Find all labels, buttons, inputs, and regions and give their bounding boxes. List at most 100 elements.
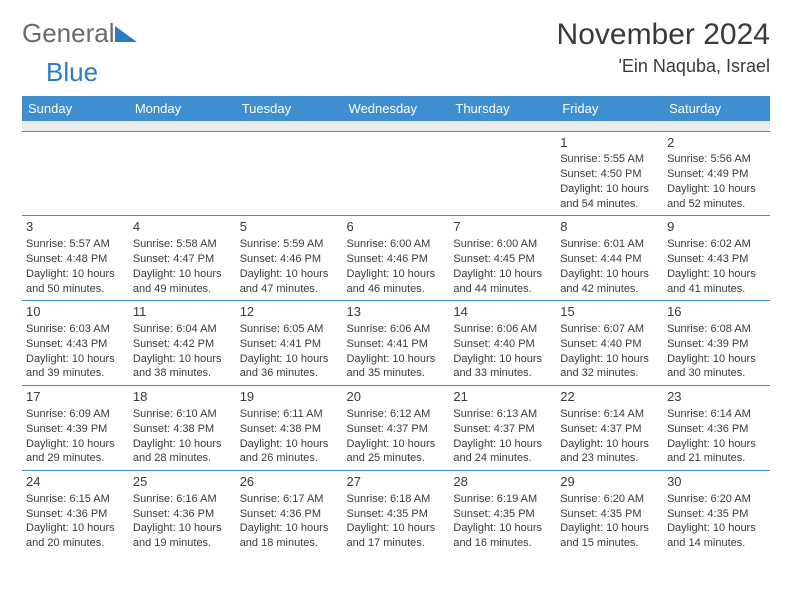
calendar-day-cell: 30Sunrise: 6:20 AMSunset: 4:35 PMDayligh… xyxy=(663,471,770,555)
calendar-empty-cell xyxy=(22,131,129,216)
day-number: 28 xyxy=(453,473,552,491)
sunrise-line: Sunrise: 5:58 AM xyxy=(133,237,232,252)
calendar-day-cell: 24Sunrise: 6:15 AMSunset: 4:36 PMDayligh… xyxy=(22,471,129,555)
day-number: 8 xyxy=(560,218,659,236)
sunrise-line: Sunrise: 5:56 AM xyxy=(667,152,766,167)
day-details: Sunrise: 5:57 AMSunset: 4:48 PMDaylight:… xyxy=(26,237,125,296)
sunrise-line: Sunrise: 6:14 AM xyxy=(667,407,766,422)
day-details: Sunrise: 6:02 AMSunset: 4:43 PMDaylight:… xyxy=(667,237,766,296)
day-details: Sunrise: 6:14 AMSunset: 4:36 PMDaylight:… xyxy=(667,407,766,466)
calendar-page: General November 2024 'Ein Naquba, Israe… xyxy=(0,0,792,565)
sunrise-line: Sunrise: 6:07 AM xyxy=(560,322,659,337)
daylight-line: Daylight: 10 hours and 38 minutes. xyxy=(133,352,232,382)
daylight-line: Daylight: 10 hours and 19 minutes. xyxy=(133,521,232,551)
sunset-line: Sunset: 4:45 PM xyxy=(453,252,552,267)
day-details: Sunrise: 6:01 AMSunset: 4:44 PMDaylight:… xyxy=(560,237,659,296)
calendar-week-row: 10Sunrise: 6:03 AMSunset: 4:43 PMDayligh… xyxy=(22,301,770,386)
sunrise-line: Sunrise: 6:05 AM xyxy=(240,322,339,337)
sunrise-line: Sunrise: 6:08 AM xyxy=(667,322,766,337)
sunset-line: Sunset: 4:35 PM xyxy=(560,507,659,522)
sunrise-line: Sunrise: 6:17 AM xyxy=(240,492,339,507)
sunset-line: Sunset: 4:41 PM xyxy=(347,337,446,352)
calendar-day-cell: 8Sunrise: 6:01 AMSunset: 4:44 PMDaylight… xyxy=(556,216,663,301)
sunset-line: Sunset: 4:44 PM xyxy=(560,252,659,267)
day-details: Sunrise: 6:03 AMSunset: 4:43 PMDaylight:… xyxy=(26,322,125,381)
day-number: 7 xyxy=(453,218,552,236)
sunrise-line: Sunrise: 6:10 AM xyxy=(133,407,232,422)
sunset-line: Sunset: 4:36 PM xyxy=(26,507,125,522)
daylight-line: Daylight: 10 hours and 21 minutes. xyxy=(667,437,766,467)
day-header: Tuesday xyxy=(236,96,343,121)
sunset-line: Sunset: 4:35 PM xyxy=(453,507,552,522)
calendar-empty-cell xyxy=(449,131,556,216)
day-header: Monday xyxy=(129,96,236,121)
day-details: Sunrise: 6:18 AMSunset: 4:35 PMDaylight:… xyxy=(347,492,446,551)
day-number: 11 xyxy=(133,303,232,321)
sunset-line: Sunset: 4:39 PM xyxy=(667,337,766,352)
daylight-line: Daylight: 10 hours and 25 minutes. xyxy=(347,437,446,467)
calendar-day-cell: 27Sunrise: 6:18 AMSunset: 4:35 PMDayligh… xyxy=(343,471,450,555)
calendar-day-cell: 17Sunrise: 6:09 AMSunset: 4:39 PMDayligh… xyxy=(22,386,129,471)
sunset-line: Sunset: 4:43 PM xyxy=(667,252,766,267)
daylight-line: Daylight: 10 hours and 52 minutes. xyxy=(667,182,766,212)
brand-triangle-icon xyxy=(115,26,137,42)
sunset-line: Sunset: 4:49 PM xyxy=(667,167,766,182)
day-number: 5 xyxy=(240,218,339,236)
day-number: 15 xyxy=(560,303,659,321)
calendar-day-cell: 12Sunrise: 6:05 AMSunset: 4:41 PMDayligh… xyxy=(236,301,343,386)
day-number: 21 xyxy=(453,388,552,406)
daylight-line: Daylight: 10 hours and 35 minutes. xyxy=(347,352,446,382)
sunset-line: Sunset: 4:43 PM xyxy=(26,337,125,352)
day-header: Friday xyxy=(556,96,663,121)
sunset-line: Sunset: 4:48 PM xyxy=(26,252,125,267)
sunset-line: Sunset: 4:39 PM xyxy=(26,422,125,437)
daylight-line: Daylight: 10 hours and 29 minutes. xyxy=(26,437,125,467)
day-details: Sunrise: 6:00 AMSunset: 4:45 PMDaylight:… xyxy=(453,237,552,296)
day-header: Wednesday xyxy=(343,96,450,121)
day-number: 25 xyxy=(133,473,232,491)
calendar-header-row: SundayMondayTuesdayWednesdayThursdayFrid… xyxy=(22,96,770,121)
calendar-day-cell: 1Sunrise: 5:55 AMSunset: 4:50 PMDaylight… xyxy=(556,131,663,216)
sunrise-line: Sunrise: 6:06 AM xyxy=(453,322,552,337)
sunset-line: Sunset: 4:42 PM xyxy=(133,337,232,352)
sunset-line: Sunset: 4:36 PM xyxy=(133,507,232,522)
day-details: Sunrise: 6:08 AMSunset: 4:39 PMDaylight:… xyxy=(667,322,766,381)
calendar-body: 1Sunrise: 5:55 AMSunset: 4:50 PMDaylight… xyxy=(22,121,770,555)
month-title: November 2024 xyxy=(557,18,770,52)
daylight-line: Daylight: 10 hours and 14 minutes. xyxy=(667,521,766,551)
sunset-line: Sunset: 4:50 PM xyxy=(560,167,659,182)
sunset-line: Sunset: 4:46 PM xyxy=(240,252,339,267)
daylight-line: Daylight: 10 hours and 20 minutes. xyxy=(26,521,125,551)
day-details: Sunrise: 6:09 AMSunset: 4:39 PMDaylight:… xyxy=(26,407,125,466)
day-details: Sunrise: 6:05 AMSunset: 4:41 PMDaylight:… xyxy=(240,322,339,381)
day-number: 24 xyxy=(26,473,125,491)
calendar-day-cell: 13Sunrise: 6:06 AMSunset: 4:41 PMDayligh… xyxy=(343,301,450,386)
blank-row xyxy=(22,121,770,131)
day-number: 12 xyxy=(240,303,339,321)
day-header: Saturday xyxy=(663,96,770,121)
sunrise-line: Sunrise: 6:16 AM xyxy=(133,492,232,507)
calendar-day-cell: 20Sunrise: 6:12 AMSunset: 4:37 PMDayligh… xyxy=(343,386,450,471)
calendar-day-cell: 28Sunrise: 6:19 AMSunset: 4:35 PMDayligh… xyxy=(449,471,556,555)
sunrise-line: Sunrise: 5:55 AM xyxy=(560,152,659,167)
sunrise-line: Sunrise: 6:12 AM xyxy=(347,407,446,422)
calendar-week-row: 1Sunrise: 5:55 AMSunset: 4:50 PMDaylight… xyxy=(22,131,770,216)
sunset-line: Sunset: 4:40 PM xyxy=(453,337,552,352)
sunset-line: Sunset: 4:37 PM xyxy=(453,422,552,437)
day-details: Sunrise: 5:55 AMSunset: 4:50 PMDaylight:… xyxy=(560,152,659,211)
day-header: Thursday xyxy=(449,96,556,121)
sunset-line: Sunset: 4:47 PM xyxy=(133,252,232,267)
day-number: 30 xyxy=(667,473,766,491)
day-details: Sunrise: 5:59 AMSunset: 4:46 PMDaylight:… xyxy=(240,237,339,296)
sunrise-line: Sunrise: 6:14 AM xyxy=(560,407,659,422)
calendar-day-cell: 14Sunrise: 6:06 AMSunset: 4:40 PMDayligh… xyxy=(449,301,556,386)
day-number: 20 xyxy=(347,388,446,406)
sunrise-line: Sunrise: 6:00 AM xyxy=(453,237,552,252)
day-number: 4 xyxy=(133,218,232,236)
sunrise-line: Sunrise: 6:11 AM xyxy=(240,407,339,422)
calendar-day-cell: 10Sunrise: 6:03 AMSunset: 4:43 PMDayligh… xyxy=(22,301,129,386)
sunrise-line: Sunrise: 6:01 AM xyxy=(560,237,659,252)
day-details: Sunrise: 6:19 AMSunset: 4:35 PMDaylight:… xyxy=(453,492,552,551)
day-number: 23 xyxy=(667,388,766,406)
location-label: 'Ein Naquba, Israel xyxy=(557,56,770,77)
